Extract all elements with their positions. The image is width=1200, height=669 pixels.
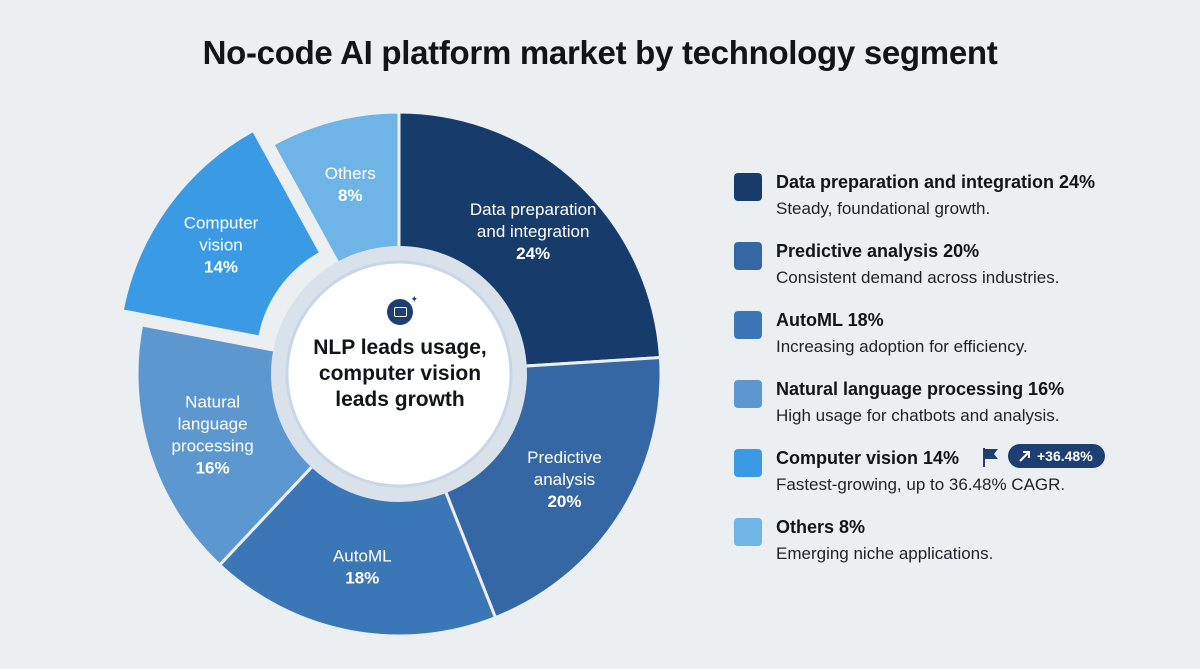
center-callout: ✦ NLP leads usage, computer vision leads…	[290, 291, 510, 461]
legend-title: Computer vision 14%	[776, 448, 960, 468]
growth-badge-value: +36.48%	[1037, 448, 1093, 464]
legend-swatch	[734, 173, 762, 201]
legend-desc: Fastest-growing, up to 36.48% CAGR.	[776, 475, 1066, 494]
donut-slice-cv	[120, 128, 323, 339]
legend-swatch	[734, 242, 762, 270]
legend-item-others: Others 8% Emerging niche applications.	[734, 513, 1174, 582]
legend-desc: Steady, foundational growth.	[776, 199, 991, 218]
center-circle	[285, 260, 513, 488]
legend-desc: Increasing adoption for efficiency.	[776, 337, 1028, 356]
legend-swatch	[734, 449, 762, 477]
chat-insight-icon: ✦	[387, 294, 418, 325]
legend-title: AutoML 18%	[776, 310, 884, 330]
legend-desc: Emerging niche applications.	[776, 544, 994, 563]
legend-desc: Consistent demand across industries.	[776, 268, 1060, 287]
chart-title: No-code AI platform market by technology…	[202, 34, 998, 71]
growth-badge: +36.48%	[1008, 444, 1105, 468]
slice-label-nlp: Natural language processing 16%	[171, 393, 253, 478]
slice-label-automl: AutoML 18%	[333, 547, 392, 588]
legend-title: Others 8%	[776, 517, 866, 537]
legend: Data preparation and integration 24% Ste…	[734, 168, 1174, 582]
legend-desc: High usage for chatbots and analysis.	[776, 406, 1060, 425]
legend-swatch	[734, 380, 762, 408]
legend-item-predictive: Predictive analysis 20% Consistent deman…	[734, 237, 1174, 306]
legend-item-data-prep: Data preparation and integration 24% Ste…	[734, 168, 1174, 237]
slice-label-data_prep: Data preparation and integration 24%	[470, 200, 597, 263]
legend-swatch	[734, 311, 762, 339]
center-text: NLP leads usage, computer vision leads g…	[313, 336, 487, 411]
slice-label-others: Others 8%	[325, 164, 376, 205]
legend-title: Data preparation and integration 24%	[776, 172, 1096, 192]
slice-label-predictive: Predictive analysis 20%	[527, 448, 602, 511]
legend-item-nlp: Natural language processing 16% High usa…	[734, 375, 1174, 444]
trend-up-arrow-icon	[1019, 451, 1030, 462]
flag-icon	[983, 448, 998, 467]
legend-item-computer-vision: Computer vision 14% +36.48% Fastest-grow…	[734, 444, 1174, 513]
legend-title: Natural language processing 16%	[776, 379, 1065, 399]
legend-swatch	[734, 518, 762, 546]
legend-title: Predictive analysis 20%	[776, 241, 980, 261]
slice-label-cv: Computer vision 14%	[184, 214, 259, 277]
legend-item-automl: AutoML 18% Increasing adoption for effic…	[734, 306, 1174, 375]
